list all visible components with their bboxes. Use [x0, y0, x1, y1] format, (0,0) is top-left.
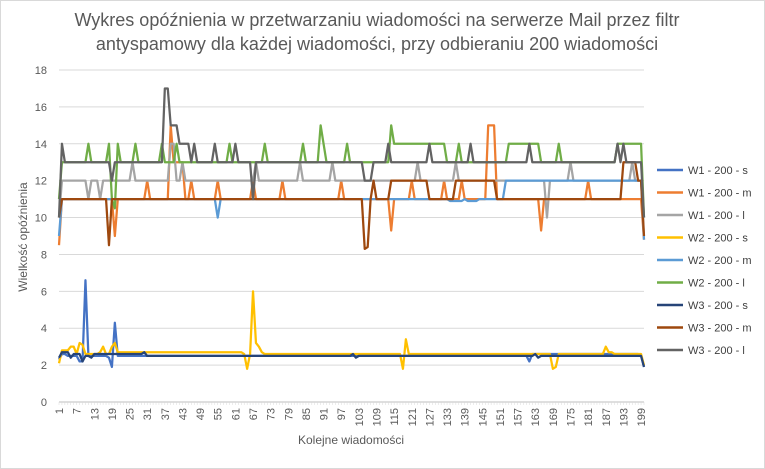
- legend-label: W2 - 200 - m: [688, 255, 752, 267]
- x-tick-label: 1: [54, 408, 66, 414]
- x-tick-label: 199: [636, 408, 648, 426]
- x-tick-label: 31: [142, 408, 154, 420]
- chart-title-line-1: Wykres opóźnienia w przetwarzaniu wiadom…: [74, 10, 679, 30]
- series-line-7: [57, 161, 646, 251]
- x-tick-label: 175: [566, 408, 578, 426]
- series-line-8: [57, 87, 646, 218]
- series-line-3: [57, 290, 646, 370]
- x-tick-label: 103: [354, 408, 366, 426]
- x-tick-label: 121: [407, 408, 419, 426]
- x-tick-label: 187: [601, 408, 613, 426]
- x-tick-label: 7: [72, 408, 84, 414]
- y-tick-label: 10: [35, 213, 47, 225]
- y-tick-label: 14: [35, 139, 47, 151]
- x-tick-label: 151: [495, 408, 507, 426]
- legend-label: W2 - 200 - s: [688, 233, 748, 245]
- x-tick-label: 193: [618, 408, 630, 426]
- legend-label: W1 - 200 - m: [688, 188, 752, 200]
- series-lines: [57, 87, 646, 370]
- x-tick-label: 79: [283, 408, 295, 420]
- x-tick-label: 55: [213, 408, 225, 420]
- series-line-5: [57, 124, 646, 218]
- y-tick-label: 6: [41, 286, 47, 298]
- x-tick-label: 169: [548, 408, 560, 426]
- x-tick-label: 19: [107, 408, 119, 420]
- x-tick-label: 13: [89, 408, 101, 420]
- x-tick-label: 97: [336, 408, 348, 420]
- legend-label: W2 - 200 - l: [688, 278, 745, 290]
- y-tick-label: 8: [41, 249, 47, 261]
- x-tick-label: 163: [530, 408, 542, 426]
- legend-label: W3 - 200 - m: [688, 323, 752, 335]
- legend-label: W3 - 200 - l: [688, 345, 745, 357]
- x-tick-label: 145: [477, 408, 489, 426]
- x-tick-label: 61: [230, 408, 242, 420]
- legend-label: W1 - 200 - l: [688, 210, 745, 222]
- x-axis-title: Kolejne wiadomości: [298, 433, 404, 447]
- x-tick-label: 49: [195, 408, 207, 420]
- y-tick-label: 16: [35, 102, 47, 114]
- x-tick-label: 43: [177, 408, 189, 420]
- chart-title-line-2: antyspamowy dla każdej wiadomości, przy …: [96, 34, 658, 54]
- y-tick-label: 4: [41, 323, 47, 335]
- y-axis-title: Wielkość opóźnienia: [16, 182, 30, 292]
- x-tick-label: 127: [424, 408, 436, 426]
- y-tick-label: 0: [41, 397, 47, 409]
- y-tick-label: 2: [41, 360, 47, 372]
- legend-label: W1 - 200 - s: [688, 165, 748, 177]
- x-tick-label: 139: [460, 408, 472, 426]
- x-tick-label: 133: [442, 408, 454, 426]
- legend: W1 - 200 - s W1 - 200 - m W1 - 200 - l W2 -…: [657, 165, 752, 357]
- x-tick-label: 25: [125, 408, 137, 420]
- x-tick-label: 115: [389, 408, 401, 426]
- x-tick-label: 73: [266, 408, 278, 420]
- y-tick-label: 18: [35, 65, 47, 77]
- x-tick-label: 37: [160, 408, 172, 420]
- x-tick-label: 109: [371, 408, 383, 426]
- legend-label: W3 - 200 - s: [688, 300, 748, 312]
- x-tick-label: 181: [583, 408, 595, 426]
- x-tick-label: 85: [301, 408, 313, 420]
- series-line-2: [57, 142, 646, 219]
- x-tick-label: 91: [319, 408, 331, 420]
- y-tick-label: 12: [35, 176, 47, 188]
- x-tick-label: 67: [248, 408, 260, 420]
- x-tick-label: 157: [513, 408, 525, 426]
- series-line-6: [58, 351, 646, 368]
